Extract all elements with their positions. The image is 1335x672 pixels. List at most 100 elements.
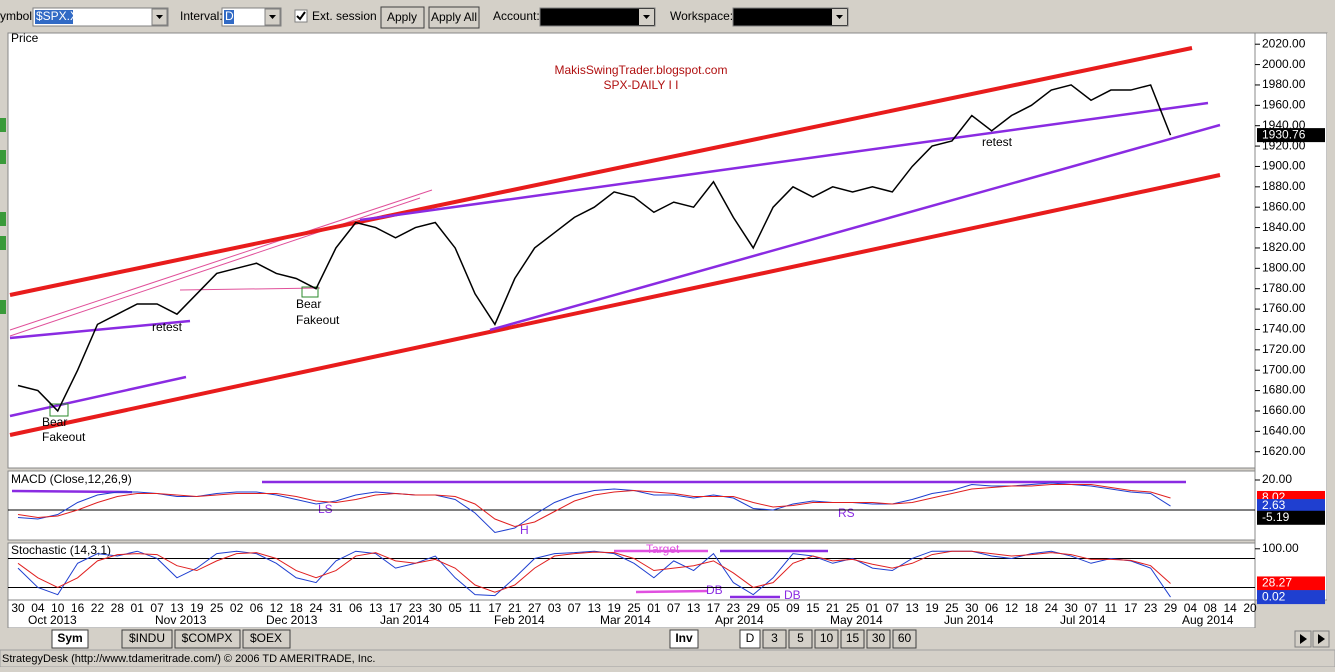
price-panel xyxy=(7,32,1256,469)
tab-label: Sym xyxy=(57,631,82,645)
y-tick-label: 1680.00 xyxy=(1262,383,1306,397)
x-tick-label: 06 xyxy=(985,601,999,615)
x-tick-label: 19 xyxy=(190,601,204,615)
x-tick-label: 17 xyxy=(707,601,721,615)
selection xyxy=(35,10,73,24)
purple-line xyxy=(9,319,191,340)
annotation: DB xyxy=(706,583,723,597)
tab[interactable] xyxy=(892,629,917,649)
x-tick-label: 30 xyxy=(965,601,979,615)
y-tick-label: 1700.00 xyxy=(1262,362,1306,376)
tool-icon[interactable] xyxy=(0,300,6,314)
x-tick-label: 11 xyxy=(469,601,482,615)
interval-label: Interval: xyxy=(180,9,223,23)
tool-icon[interactable] xyxy=(0,212,6,226)
annotation: Bear xyxy=(42,415,67,429)
x-tick-label: 13 xyxy=(170,601,184,615)
bear-fakeout-box xyxy=(49,403,69,417)
month-label: Dec 2013 xyxy=(266,613,318,627)
dropdown-arrow xyxy=(643,15,650,19)
y-tick-label: 1820.00 xyxy=(1262,240,1306,254)
pink-line xyxy=(9,189,433,331)
y-tick-label: 2000.00 xyxy=(1262,57,1306,71)
y-tick-label: 2020.00 xyxy=(1262,36,1306,50)
interval-tabs: D 3 5 10 15 30 60 xyxy=(739,629,917,649)
x-tick-label: 25 xyxy=(945,601,959,615)
x-tick-label: 07 xyxy=(150,601,164,615)
pink-line xyxy=(9,197,421,337)
tab[interactable] xyxy=(51,629,89,649)
tab-label: 3 xyxy=(771,631,778,645)
x-tick-label: 31 xyxy=(329,601,343,615)
x-tick-label: 25 xyxy=(627,601,641,615)
account-label: Account: xyxy=(493,9,540,23)
tab-label: 5 xyxy=(797,631,804,645)
x-tick-label: 13 xyxy=(687,601,701,615)
tab[interactable] xyxy=(788,629,813,649)
y-tick-label: 1740.00 xyxy=(1262,322,1306,336)
tab-label: $INDU xyxy=(129,631,165,645)
month-label: Nov 2013 xyxy=(155,613,207,627)
series-line xyxy=(17,484,1171,528)
x-tick-label: 19 xyxy=(925,601,939,615)
tab-label: 15 xyxy=(846,631,860,645)
tab-label: 10 xyxy=(820,631,834,645)
x-tick-label: 13 xyxy=(906,601,920,615)
apply-button[interactable] xyxy=(380,6,425,29)
x-tick-label: 04 xyxy=(31,601,45,615)
y-tick-label: 1960.00 xyxy=(1262,98,1306,112)
tab[interactable] xyxy=(814,629,839,649)
annotation: H xyxy=(520,523,529,537)
x-tick-label: 28 xyxy=(111,601,125,615)
tab[interactable] xyxy=(866,629,891,649)
x-tick-label: 13 xyxy=(369,601,383,615)
x-tick-label: 09 xyxy=(786,601,800,615)
dropdown-arrow xyxy=(156,15,163,19)
x-tick-label: 25 xyxy=(846,601,860,615)
annotation: MakisSwingTrader.blogspot.com xyxy=(555,63,728,77)
x-tick-label: 24 xyxy=(309,601,323,615)
x-tick-label: 17 xyxy=(389,601,403,615)
readout-label: 28.27 xyxy=(1262,576,1292,590)
tab[interactable] xyxy=(762,629,787,649)
tab[interactable] xyxy=(242,629,291,649)
x-tick-label: 30 xyxy=(1064,601,1078,615)
annotation: retest xyxy=(982,135,1013,149)
month-label: Mar 2014 xyxy=(600,613,651,627)
workspace-select[interactable] xyxy=(732,7,849,27)
ext-session-label: Ext. session xyxy=(312,9,377,23)
annotation: Fakeout xyxy=(296,313,340,327)
x-tick-label: 24 xyxy=(1045,601,1059,615)
series-line xyxy=(17,482,1171,534)
x-tick-label: 19 xyxy=(607,601,621,615)
tab[interactable] xyxy=(739,629,761,649)
y-tick-label: 1860.00 xyxy=(1262,199,1306,213)
annotation: Target xyxy=(646,542,680,556)
month-label: Feb 2014 xyxy=(494,613,545,627)
x-tick-label: 29 xyxy=(747,601,761,615)
tool-icon[interactable] xyxy=(0,236,6,250)
x-tick-label: 07 xyxy=(886,601,900,615)
tab[interactable] xyxy=(174,629,241,649)
x-tick-label: 21 xyxy=(508,601,522,615)
y-tick-label: 20.00 xyxy=(1262,472,1292,486)
purple-line xyxy=(489,123,1221,332)
x-tick-label: 23 xyxy=(409,601,423,615)
apply-all-button[interactable] xyxy=(428,6,480,29)
account-select[interactable] xyxy=(539,7,656,27)
annotation: LS xyxy=(318,502,333,516)
tab[interactable] xyxy=(840,629,865,649)
tab-label: $COMPX xyxy=(182,631,233,645)
y-tick-label: 100.00 xyxy=(1262,541,1299,555)
x-tick-label: 22 xyxy=(91,601,105,615)
series-line xyxy=(17,550,1171,598)
readout-label: 2.63 xyxy=(1262,498,1286,512)
panel-title: Price xyxy=(11,31,39,45)
tab[interactable] xyxy=(121,629,173,649)
tool-icon[interactable] xyxy=(0,150,6,164)
tool-icon[interactable] xyxy=(0,118,6,132)
tab[interactable] xyxy=(669,629,699,649)
annotation: DB xyxy=(784,588,801,602)
